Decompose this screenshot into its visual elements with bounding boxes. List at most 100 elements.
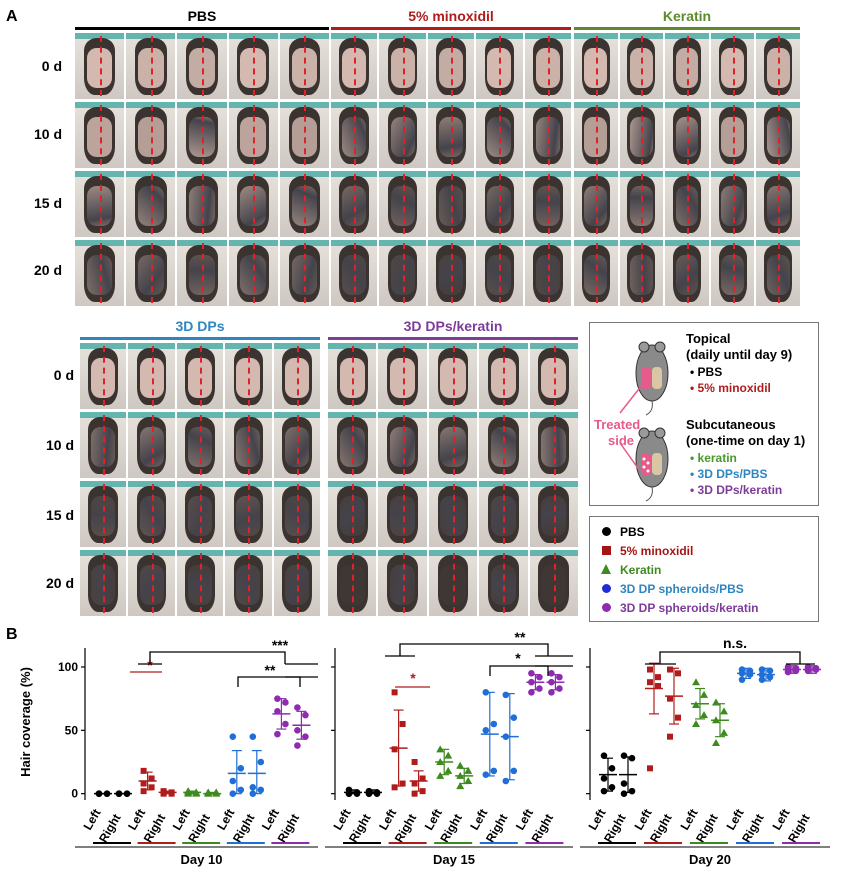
mouse-photo	[126, 102, 176, 168]
mouse-photo	[225, 343, 272, 409]
midline-dash	[641, 173, 644, 235]
data-point	[103, 790, 111, 797]
midline-dash	[151, 414, 154, 476]
data-point	[436, 771, 445, 779]
mouse-photo	[273, 412, 320, 478]
data-point	[345, 786, 353, 794]
data-point	[274, 695, 281, 702]
mouse-photo	[524, 240, 571, 306]
mouse-photo	[177, 171, 227, 237]
x-tick-label: Right	[739, 811, 766, 845]
data-point	[712, 739, 720, 746]
mouse-photo	[476, 102, 523, 168]
mouse-photo	[75, 240, 125, 306]
y-tick-label: 0	[71, 787, 78, 801]
mouse-photo	[378, 343, 427, 409]
data-point	[249, 790, 257, 797]
midline-dash	[352, 483, 355, 545]
legend-label: Keratin	[620, 563, 662, 577]
data-point	[436, 758, 445, 765]
midline-dash	[354, 242, 357, 304]
mouse-photo	[756, 33, 800, 99]
data-point	[620, 752, 628, 759]
data-point	[140, 788, 147, 795]
topical-item: • PBS	[690, 365, 723, 379]
group-bar-0	[75, 27, 329, 30]
midline-dash	[450, 173, 453, 235]
data-point	[444, 766, 453, 774]
data-point	[502, 733, 510, 740]
data-point	[556, 673, 563, 681]
data-point	[237, 765, 245, 772]
data-point	[738, 676, 746, 683]
x-tick-label: Left	[125, 807, 148, 833]
treated-label-line2: side	[608, 433, 635, 448]
mouse-photo	[529, 481, 578, 547]
data-point	[294, 704, 301, 711]
midline-dash	[499, 242, 502, 304]
data-point	[720, 728, 728, 736]
data-point	[758, 666, 766, 673]
group-title-0: PBS	[187, 8, 217, 24]
mouse-photo	[379, 102, 426, 168]
midline-dash	[499, 35, 502, 97]
mouse-photo	[273, 343, 320, 409]
data-point	[536, 673, 543, 681]
group-bar-bottom-1	[328, 337, 578, 340]
data-point	[620, 790, 628, 797]
midline-dash	[199, 552, 202, 614]
data-point	[628, 754, 636, 762]
mouse-photo	[756, 171, 800, 237]
data-point	[192, 789, 201, 797]
midline-dash	[296, 483, 299, 545]
midline-dash	[595, 173, 598, 235]
data-point	[792, 667, 800, 675]
x-tick-label: Right	[693, 811, 720, 845]
data-point	[812, 666, 820, 673]
data-point	[758, 671, 766, 678]
group-title-1: 5% minoxidil	[408, 8, 494, 24]
mouse-photo	[273, 481, 320, 547]
mouse-photo	[619, 240, 664, 306]
sig-label: n.s.	[723, 635, 747, 651]
treatment-schematic-box: Topical (daily until day 9) • PBS • 5% mi…	[589, 322, 819, 506]
data-point	[456, 761, 465, 769]
data-point	[784, 668, 792, 676]
midline-dash	[553, 345, 556, 407]
mouse-photo	[128, 550, 175, 616]
midline-dash	[641, 242, 644, 304]
data-point	[548, 670, 555, 677]
data-point	[365, 787, 373, 795]
mouse-photo	[665, 102, 709, 168]
mouse-photo	[228, 171, 278, 237]
midline-dash	[547, 242, 550, 304]
x-tick-label: Right	[483, 811, 510, 845]
data-point	[600, 752, 608, 759]
midline-dash	[402, 173, 405, 235]
mouse-photo	[128, 343, 175, 409]
midline-dash	[99, 173, 102, 235]
x-tick-label: Right	[185, 811, 212, 845]
sig-star: *	[410, 670, 416, 686]
midline-dash	[201, 35, 204, 97]
data-point	[204, 788, 213, 796]
midline-dash	[248, 483, 251, 545]
data-point	[353, 789, 361, 796]
midline-dash	[450, 104, 453, 166]
mouse-photo	[75, 171, 125, 237]
midline-dash	[253, 242, 256, 304]
mouse-photo	[273, 550, 320, 616]
y-tick-label: 50	[65, 723, 79, 737]
mouse-photo	[529, 412, 578, 478]
data-point	[168, 790, 175, 797]
mouse-photo	[476, 240, 523, 306]
topical-subtitle: (daily until day 9)	[686, 347, 793, 362]
x-tick-label: Left	[80, 807, 103, 833]
data-point	[391, 784, 398, 791]
mouse-photo	[331, 171, 378, 237]
midline-dash	[452, 414, 455, 476]
mouse-photo	[479, 343, 528, 409]
data-point	[294, 727, 301, 734]
data-point	[692, 701, 700, 708]
midline-dash	[151, 483, 154, 545]
